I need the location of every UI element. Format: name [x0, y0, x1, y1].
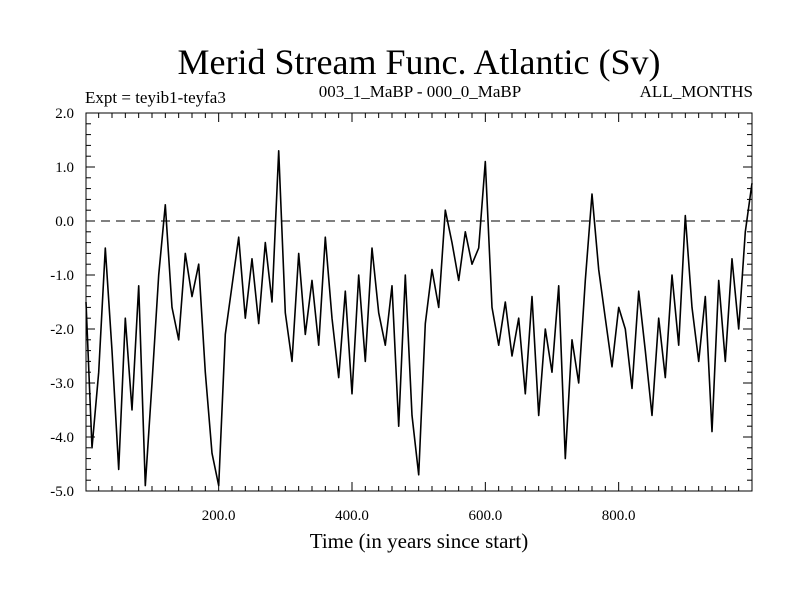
- x-tick-label: 400.0: [335, 508, 369, 524]
- y-tick-label: -3.0: [50, 376, 74, 392]
- y-tick-label: -5.0: [50, 484, 74, 500]
- y-tick-label: -4.0: [50, 430, 74, 446]
- x-axis-label: Time (in years since start): [310, 529, 529, 553]
- chart-title: Merid Stream Func. Atlantic (Sv): [178, 42, 661, 82]
- chart-subtitle-center: 003_1_MaBP - 000_0_MaBP: [319, 82, 521, 101]
- y-tick-labels: -5.0 -4.0 -3.0 -2.0 -1.0 0.0 1.0 2.0: [50, 106, 74, 500]
- y-tick-label: 1.0: [55, 160, 74, 176]
- y-tick-label: 0.0: [55, 214, 74, 230]
- x-tick-label: 800.0: [602, 508, 636, 524]
- x-tick-label: 600.0: [468, 508, 502, 524]
- axis-ticks: [86, 112, 753, 492]
- series-line: [85, 150, 753, 487]
- y-tick-label: -2.0: [50, 322, 74, 338]
- plot-frame: [85, 112, 753, 492]
- x-tick-labels: 200.0 400.0 600.0 800.0: [202, 508, 636, 524]
- chart-subtitle-right: ALL_MONTHS: [640, 82, 753, 101]
- chart-subtitle-left: Expt = teyib1-teyfa3: [85, 88, 226, 107]
- y-tick-label: 2.0: [55, 106, 74, 122]
- x-tick-label: 200.0: [202, 508, 236, 524]
- y-tick-label: -1.0: [50, 268, 74, 284]
